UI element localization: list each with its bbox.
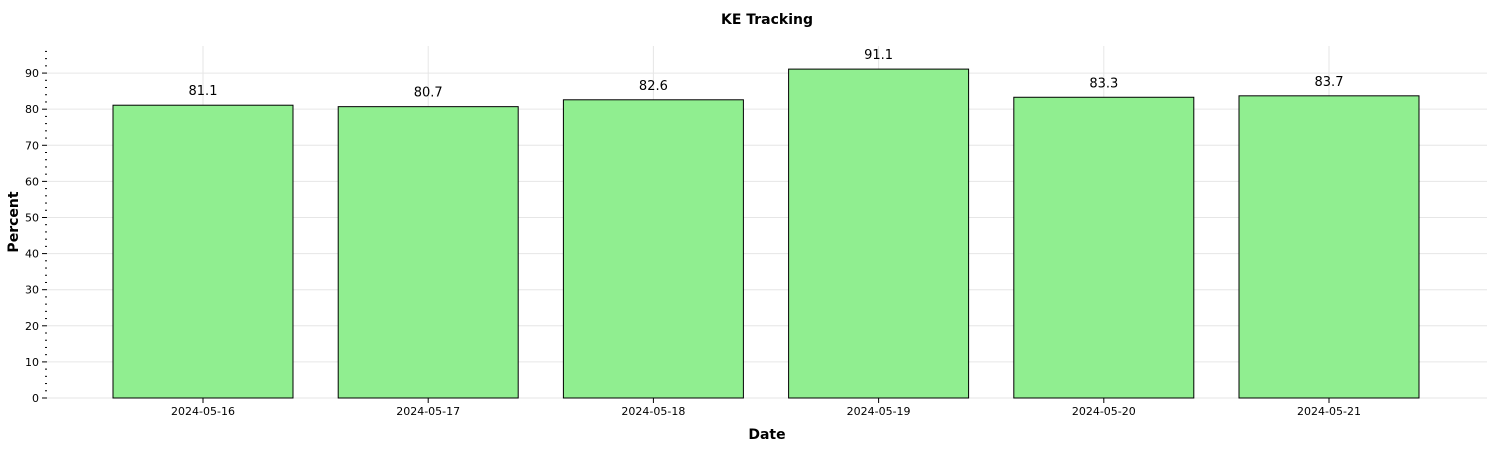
y-tick-label: 10 — [25, 356, 39, 369]
x-tick-label: 2024-05-16 — [171, 405, 235, 418]
y-axis: 0 10 20 30 40 50 60 70 80 90 — [25, 50, 47, 405]
bar — [1238, 95, 1420, 399]
y-tick-label: 30 — [25, 284, 39, 297]
bar-value-label: 83.3 — [1089, 76, 1118, 91]
bar-value-label: 81.1 — [189, 84, 218, 99]
bar-value-label: 80.7 — [414, 86, 443, 101]
y-tick-label: 0 — [32, 392, 39, 405]
y-tick-label: 70 — [25, 139, 39, 152]
bar — [1013, 96, 1195, 399]
x-tick-label: 2024-05-17 — [396, 405, 460, 418]
x-tick-label: 2024-05-20 — [1072, 405, 1136, 418]
x-axis-label: Date — [748, 427, 785, 443]
x-axis: 2024-05-16 2024-05-17 2024-05-18 2024-05-19… — [171, 398, 1361, 418]
bar — [788, 68, 970, 399]
y-tick-label: 40 — [25, 248, 39, 261]
y-tick-label: 80 — [25, 103, 39, 116]
y-axis-label: Percent — [6, 191, 22, 252]
bar-value-label: 82.6 — [639, 79, 668, 94]
bar — [337, 106, 519, 399]
data-labels: 81.1 80.7 82.6 91.1 83.3 83.7 — [189, 48, 1344, 101]
bar — [562, 99, 744, 399]
chart-title: KE Tracking — [721, 12, 813, 28]
bars — [112, 68, 1420, 399]
y-tick-label: 20 — [25, 320, 39, 333]
x-tick-label: 2024-05-19 — [847, 405, 911, 418]
bar-value-label: 91.1 — [864, 48, 893, 63]
x-tick-label: 2024-05-18 — [621, 405, 685, 418]
bar-value-label: 83.7 — [1315, 75, 1344, 90]
bar — [112, 104, 294, 399]
y-tick-label: 60 — [25, 175, 39, 188]
x-tick-label: 2024-05-21 — [1297, 405, 1361, 418]
y-tick-label: 90 — [25, 67, 39, 80]
y-tick-label: 50 — [25, 211, 39, 224]
